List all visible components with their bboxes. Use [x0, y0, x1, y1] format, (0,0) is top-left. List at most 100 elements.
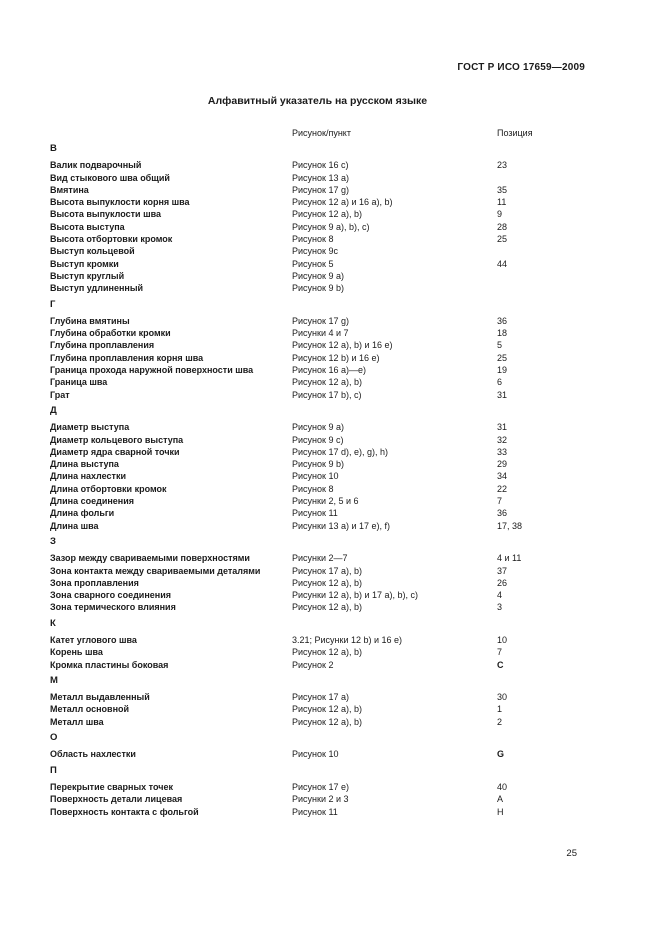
index-figure-ref: Рисунок 9 b) [292, 459, 344, 470]
index-position: 7 [497, 496, 503, 507]
index-section: К Катет углового шва 3.21; Рисунки 12 b) и… [50, 618, 585, 671]
index-term: Металл выдавленный [50, 692, 150, 703]
index-figure-ref: Рисунки 2, 5 и 6 [292, 496, 359, 507]
index-term: Высота выпуклости шва [50, 209, 161, 220]
index-row: Глубина проплавления корня шва Рисунок 12… [50, 352, 585, 364]
index-figure-ref: Рисунок 9 a), b), c) [292, 221, 370, 232]
index-figure-ref: Рисунок 12 a) и 16 a), b) [292, 197, 393, 208]
index-term: Граница прохода наружной поверхности шва [50, 365, 254, 376]
index-figure-ref: Рисунки 13 a) и 17 e), f) [292, 520, 391, 531]
index-row: Катет углового шва 3.21; Рисунки 12 b) и … [50, 634, 585, 646]
index-figure-ref: Рисунок 9 c) [292, 434, 344, 445]
index-position: 11 [497, 197, 507, 208]
index-figure-ref: Рисунок 9c [292, 246, 338, 257]
index-row: Кромка пластины боковая Рисунок 2 С [50, 659, 585, 671]
index-figure-ref: Рисунок 10 [292, 749, 339, 760]
index-row: Диаметр выступа Рисунок 9 a) 31 [50, 421, 585, 433]
index-row: Глубина обработки кромки Рисунки 4 и 7 18 [50, 327, 585, 339]
index-term: Глубина вмятины [50, 315, 130, 326]
index-term: Диаметр ядра сварной точки [50, 446, 180, 457]
index-row: Высота выпуклости корня шва Рисунок 12 a)… [50, 196, 585, 208]
section-letter: К [50, 617, 56, 629]
index-row: Область нахлестки Рисунок 10 G [50, 748, 585, 760]
index-term: Зона контакта между свариваемыми деталям… [50, 565, 261, 576]
index-figure-ref: Рисунок 9 a) [292, 270, 344, 281]
column-headers: Рисунок/пункт Позиция [50, 127, 585, 139]
index-position: 29 [497, 459, 508, 470]
index-position [497, 282, 585, 294]
index-figure-ref: Рисунок 8 [292, 483, 334, 494]
index-term: Зона термического влияния [50, 602, 176, 613]
index-position: 19 [497, 365, 508, 376]
index-sections: В Валик подварочный Рисунок 16 c) 23 Вид сты… [50, 143, 585, 818]
index-figure-ref: Рисунки 2—7 [292, 553, 348, 564]
index-row: Высота выступа Рисунок 9 a), b), c) 28 [50, 221, 585, 233]
index-position: 26 [497, 577, 508, 588]
index-position: G [497, 749, 505, 760]
index-position: 36 [497, 508, 508, 519]
index-position: 28 [497, 221, 508, 232]
doc-number: ГОСТ Р ИСО 17659—2009 [457, 62, 585, 73]
index-term: Поверхность контакта с фольгой [50, 806, 199, 817]
index-term: Зазор между свариваемыми поверхностями [50, 553, 250, 564]
index-position: 32 [497, 434, 508, 445]
index-figure-ref: Рисунок 12 a), b) [292, 647, 362, 658]
index-term: Грат [50, 389, 70, 400]
index-position: 22 [497, 483, 508, 494]
index-figure-ref: Рисунок 2 [292, 659, 334, 670]
index-row: Выступ удлиненный Рисунок 9 b) [50, 282, 585, 294]
index-figure-ref: Рисунок 12 a), b) [292, 577, 362, 588]
index-row: Металл шва Рисунок 12 a), b) 2 [50, 716, 585, 728]
index-position: 18 [497, 328, 508, 339]
index-figure-ref: Рисунок 16 c) [292, 160, 349, 171]
index-row: Длина отбортовки кромок Рисунок 8 22 [50, 483, 585, 495]
index-row: Зона термического влияния Рисунок 12 a), … [50, 601, 585, 613]
index-figure-ref: Рисунок 8 [292, 234, 334, 245]
index-position: 44 [497, 258, 508, 269]
index-term: Длина шва [50, 520, 99, 531]
index-row: Вмятина Рисунок 17 g) 35 [50, 184, 585, 196]
index-term: Область нахлестки [50, 749, 136, 760]
index-position: 25 [497, 352, 508, 363]
index-position: 25 [497, 234, 508, 245]
index-row: Глубина проплавления Рисунок 12 a), b) и … [50, 339, 585, 351]
index-row: Вид стыкового шва общий Рисунок 13 a) [50, 172, 585, 184]
index-row: Высота выпуклости шва Рисунок 12 a), b) 9 [50, 208, 585, 220]
index-position: 4 и 11 [497, 553, 522, 564]
page-number: 25 [566, 847, 577, 859]
index-position: 23 [497, 160, 508, 171]
index-term: Длина выступа [50, 459, 119, 470]
index-figure-ref: Рисунок 17 a), b) [292, 565, 362, 576]
index-row: Зазор между свариваемыми поверхностями Ри… [50, 552, 585, 564]
index-row: Валик подварочный Рисунок 16 c) 23 [50, 159, 585, 171]
index-position: 31 [497, 422, 508, 433]
index-position: 30 [497, 692, 508, 703]
section-letter: П [50, 764, 57, 776]
index-row: Выступ кромки Рисунок 5 44 [50, 258, 585, 270]
index-position: 35 [497, 184, 508, 195]
index-figure-ref: 3.21; Рисунки 12 b) и 16 e) [292, 634, 403, 645]
index-term: Зона проплавления [50, 577, 139, 588]
index-figure-ref: Рисунок 9 a) [292, 422, 344, 433]
index-row: Диаметр ядра сварной точки Рисунок 17 d),… [50, 446, 585, 458]
index-figure-ref: Рисунок 12 a), b) [292, 704, 362, 715]
column-header-term-spacer [50, 127, 292, 139]
index-term: Выступ кольцевой [50, 246, 135, 257]
index-figure-ref: Рисунок 11 [292, 806, 338, 817]
index-row: Выступ круглый Рисунок 9 a) [50, 270, 585, 282]
index-position: 36 [497, 315, 508, 326]
section-letter: М [50, 674, 58, 686]
index-row: Выступ кольцевой Рисунок 9c [50, 245, 585, 257]
index-row: Длина фольги Рисунок 11 36 [50, 507, 585, 519]
index-position: 6 [497, 377, 503, 388]
index-position [497, 172, 585, 184]
index-term: Металл основной [50, 704, 130, 715]
index-figure-ref: Рисунок 12 a), b) [292, 377, 362, 388]
index-position: 4 [497, 590, 503, 601]
index-figure-ref: Рисунок 17 b), c) [292, 389, 362, 400]
index-term: Высота выпуклости корня шва [50, 197, 190, 208]
index-row: Длина нахлестки Рисунок 10 34 [50, 470, 585, 482]
index-figure-ref: Рисунок 12 a), b) [292, 602, 362, 613]
index-section: В Валик подварочный Рисунок 16 c) 23 Вид сты… [50, 143, 585, 295]
index-section: Г Глубина вмятины Рисунок 17 g) 36 Глубина о… [50, 299, 585, 401]
